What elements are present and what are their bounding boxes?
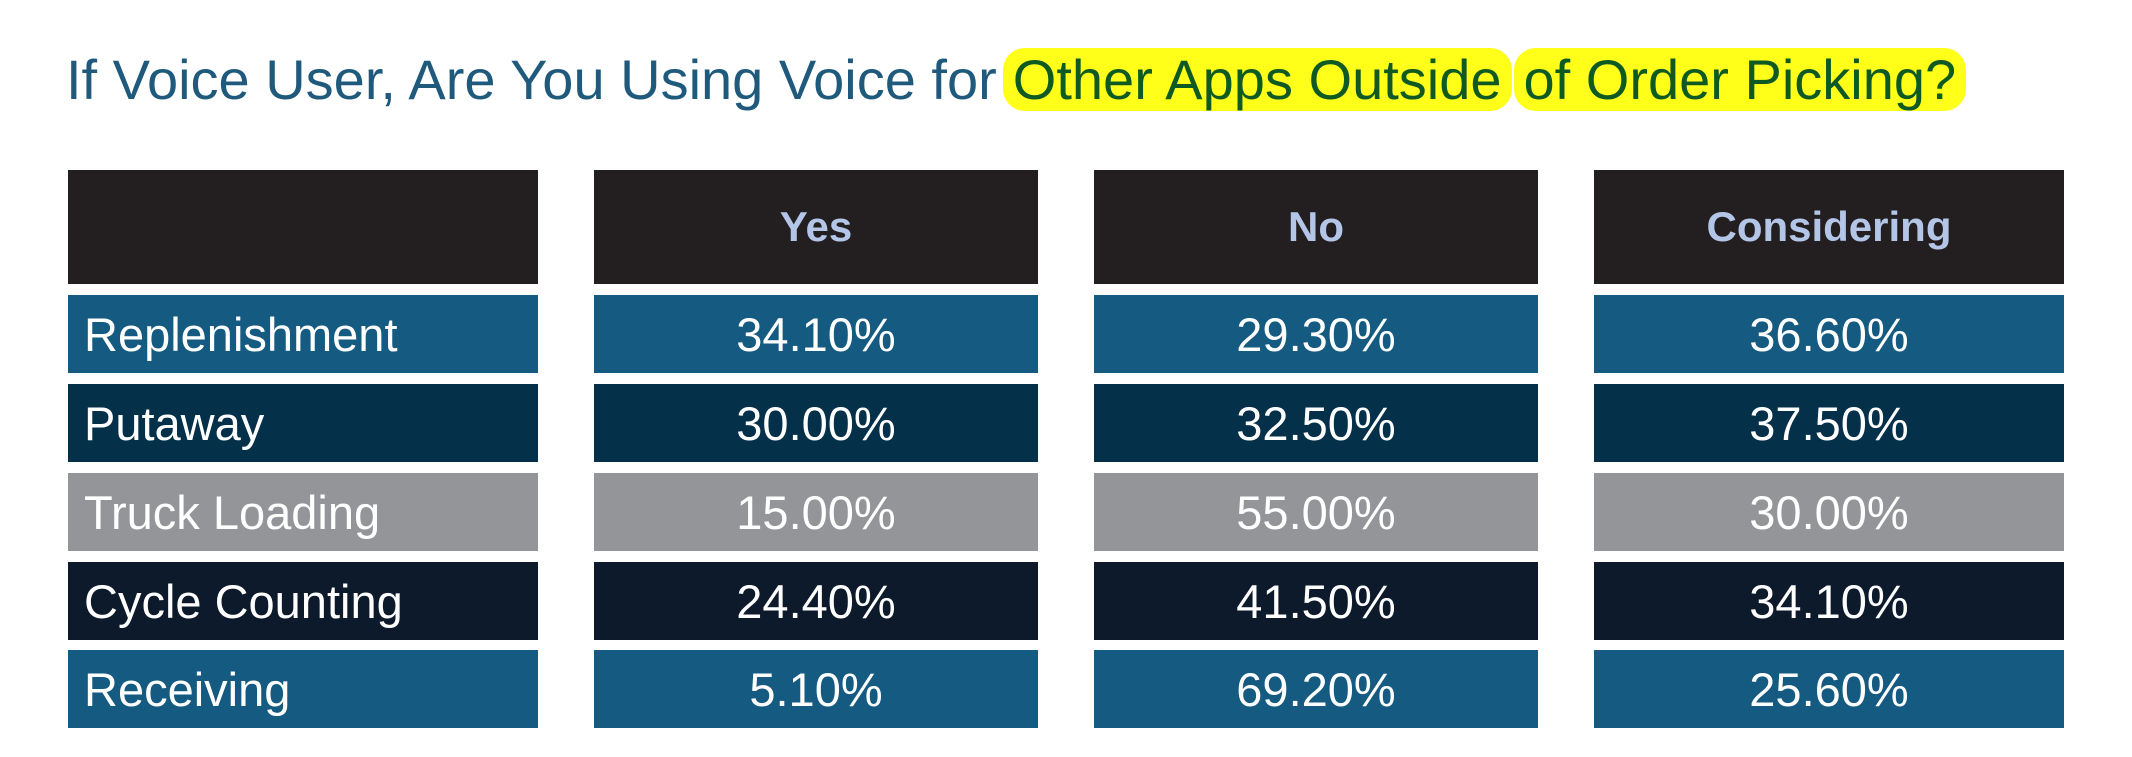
- row-label-cycle-counting: Cycle Counting: [68, 562, 538, 640]
- cell-putaway-no: 32.50%: [1094, 384, 1538, 462]
- column-header-yes: Yes: [594, 170, 1038, 284]
- title-highlight-1: Other Apps Outside: [1002, 48, 1512, 111]
- cell-replenishment-considering: 36.60%: [1594, 295, 2064, 373]
- row-label-replenishment: Replenishment: [68, 295, 538, 373]
- row-label-truck-loading: Truck Loading: [68, 473, 538, 551]
- cell-receiving-no: 69.20%: [1094, 650, 1538, 728]
- column-header-no: No: [1094, 170, 1538, 284]
- cell-replenishment-yes: 34.10%: [594, 295, 1038, 373]
- cell-truck-loading-considering: 30.00%: [1594, 473, 2064, 551]
- cell-truck-loading-yes: 15.00%: [594, 473, 1038, 551]
- page-title: If Voice User, Are You Using Voice for Ot…: [66, 42, 1967, 118]
- row-label-receiving: Receiving: [68, 650, 538, 728]
- title-highlight-2: of Order Picking?: [1513, 48, 1967, 111]
- cell-cycle-counting-no: 41.50%: [1094, 562, 1538, 640]
- cell-putaway-considering: 37.50%: [1594, 384, 2064, 462]
- cell-putaway-yes: 30.00%: [594, 384, 1038, 462]
- cell-truck-loading-no: 55.00%: [1094, 473, 1538, 551]
- cell-cycle-counting-considering: 34.10%: [1594, 562, 2064, 640]
- title-text: If Voice User, Are You Using Voice for: [66, 48, 997, 111]
- data-table: Yes No Considering Replenishment 34.10% 29.30…: [68, 170, 2064, 728]
- header-corner-cell: [68, 170, 538, 284]
- cell-replenishment-no: 29.30%: [1094, 295, 1538, 373]
- column-header-considering: Considering: [1594, 170, 2064, 284]
- cell-receiving-yes: 5.10%: [594, 650, 1038, 728]
- cell-cycle-counting-yes: 24.40%: [594, 562, 1038, 640]
- row-label-putaway: Putaway: [68, 384, 538, 462]
- cell-receiving-considering: 25.60%: [1594, 650, 2064, 728]
